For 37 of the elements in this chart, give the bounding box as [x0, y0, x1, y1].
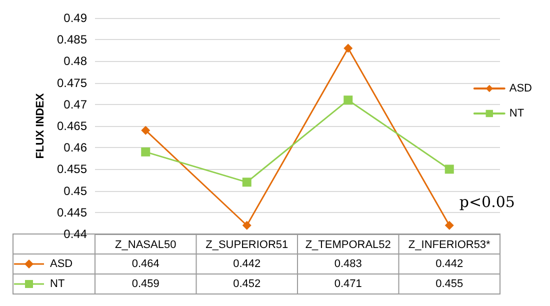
- x-tick-label: Z_SUPERIOR51: [206, 239, 288, 251]
- annotation: p<0.05: [459, 193, 515, 211]
- data-label: 0.452: [233, 278, 261, 290]
- y-tick-label: 0.445: [56, 205, 88, 220]
- legend-label: NT: [509, 108, 524, 120]
- point: [444, 220, 454, 230]
- legend-label: ASD: [509, 82, 532, 94]
- data-label: 0.471: [334, 278, 362, 290]
- point: [344, 44, 353, 53]
- x-tick-label: Z_NASAL50: [115, 239, 176, 251]
- y-tick-label: 0.46: [64, 140, 88, 155]
- text: ASD: [50, 258, 73, 270]
- y-axis-title: FLUX INDEX: [34, 92, 47, 159]
- data-label: 0.483: [334, 258, 362, 270]
- data-label: 0.442: [436, 258, 464, 270]
- y-tick-label: 0.465: [56, 119, 88, 133]
- y-tick-label: 0.44: [64, 227, 88, 241]
- y-tick-label: 0.49: [64, 11, 88, 25]
- point: [344, 96, 353, 105]
- y-tick-label: 0.455: [56, 162, 88, 176]
- x-tick-label: Z_TEMPORAL52: [305, 239, 391, 251]
- point: [141, 147, 150, 156]
- point: [444, 164, 454, 174]
- data-label: 0.442: [233, 258, 261, 270]
- data-label: 0.459: [132, 278, 160, 290]
- y-tick-label: 0.475: [56, 76, 88, 90]
- text: NT: [50, 278, 65, 290]
- point: [242, 178, 252, 187]
- y-tick-label: 0.48: [64, 54, 88, 68]
- point: [141, 126, 150, 135]
- point: [242, 220, 252, 230]
- data-label: 0.455: [436, 278, 464, 290]
- y-tick-label: 0.47: [64, 97, 88, 112]
- x-tick-label: Z_INFERIOR53*: [408, 239, 492, 251]
- y-tick-label: 0.45: [64, 184, 88, 198]
- data-label: 0.464: [132, 258, 160, 270]
- y-tick-label: 0.485: [56, 32, 88, 47]
